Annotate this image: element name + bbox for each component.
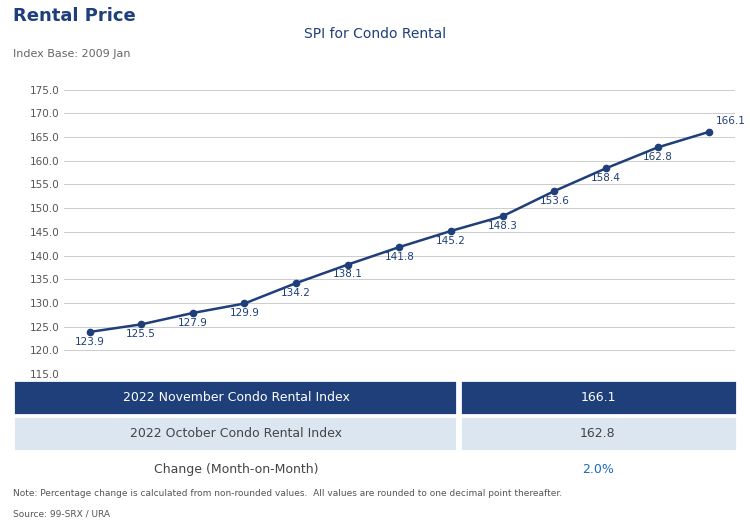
Text: 166.1: 166.1	[580, 391, 616, 404]
Text: 2022 November Condo Rental Index: 2022 November Condo Rental Index	[122, 391, 350, 404]
Text: Change (Month-on-Month): Change (Month-on-Month)	[154, 463, 318, 476]
Text: Index Base: 2009 Jan: Index Base: 2009 Jan	[13, 49, 131, 59]
Text: 125.5: 125.5	[126, 329, 156, 339]
Text: SPI for Condo Rental: SPI for Condo Rental	[304, 27, 446, 41]
Text: 134.2: 134.2	[281, 288, 311, 298]
FancyBboxPatch shape	[460, 380, 737, 415]
Text: 145.2: 145.2	[436, 236, 466, 246]
Text: Rental Price: Rental Price	[13, 7, 136, 25]
Text: 129.9: 129.9	[230, 308, 260, 318]
Text: 148.3: 148.3	[488, 221, 518, 231]
Text: Note: Percentage change is calculated from non-rounded values.  All values are r: Note: Percentage change is calculated fr…	[13, 490, 562, 499]
Text: 138.1: 138.1	[333, 269, 363, 279]
FancyBboxPatch shape	[13, 380, 457, 415]
FancyBboxPatch shape	[13, 416, 457, 451]
Text: Source: 99-SRX / URA: Source: 99-SRX / URA	[13, 509, 110, 518]
Text: 162.8: 162.8	[580, 427, 616, 440]
FancyBboxPatch shape	[460, 452, 737, 486]
FancyBboxPatch shape	[460, 416, 737, 451]
Text: 127.9: 127.9	[178, 318, 208, 328]
Text: 141.8: 141.8	[385, 252, 414, 262]
Text: 2.0%: 2.0%	[582, 463, 614, 476]
Text: 162.8: 162.8	[643, 152, 673, 162]
Text: 166.1: 166.1	[716, 116, 746, 126]
Text: 158.4: 158.4	[591, 173, 621, 183]
FancyBboxPatch shape	[13, 452, 457, 486]
Text: 123.9: 123.9	[75, 337, 104, 347]
Text: 2022 October Condo Rental Index: 2022 October Condo Rental Index	[130, 427, 342, 440]
Text: 153.6: 153.6	[539, 196, 569, 206]
